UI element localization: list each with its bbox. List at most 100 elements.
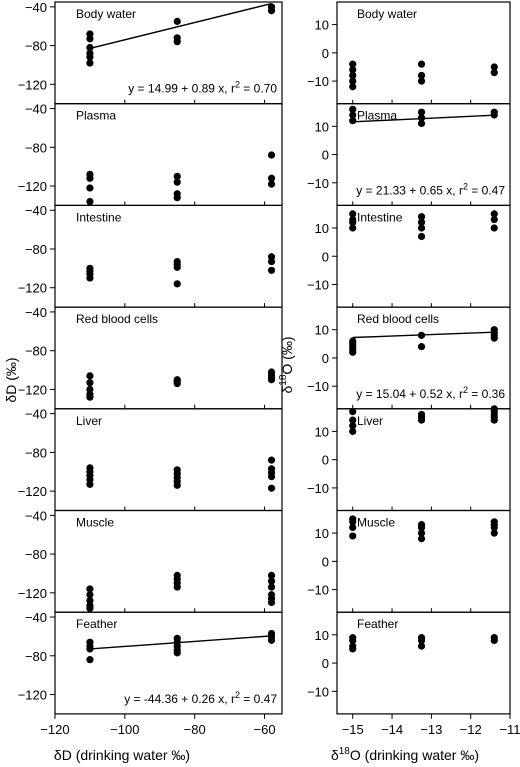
data-point: [490, 63, 498, 71]
y-tick-label: −120: [18, 688, 47, 703]
y-tick-label: 0: [322, 249, 329, 264]
y-tick-label: −80: [25, 39, 47, 54]
right-x-axis-label: δ18O (drinking water ‰): [331, 746, 479, 763]
y-tick-label: −40: [25, 407, 47, 422]
panel-liver: −40 −80 −120 Liver: [18, 407, 283, 512]
data-point: [86, 35, 94, 43]
panel-intestine: 10 0 −10 Intestine: [307, 204, 511, 308]
x-tick-label: −12: [460, 722, 482, 737]
x-tick-label: −13: [420, 722, 442, 737]
y-tick-label: −120: [18, 484, 47, 499]
panel-title: Feather: [357, 617, 398, 631]
left-column: −40 −80 −120 Body water y = 14.99 + 0.89 x, …: [18, 0, 283, 737]
data-point: [490, 224, 498, 232]
data-point: [173, 178, 181, 186]
panel-title: Muscle: [357, 516, 395, 530]
data-point: [349, 215, 357, 224]
data-point: [349, 77, 357, 85]
data-point: [490, 69, 498, 77]
data-point: [417, 634, 426, 642]
right-column: 10 0 −10 Body water 10 0 −10 Plasma y = 21.33 + …: [307, 1, 520, 737]
y-tick-label: 10: [315, 424, 329, 439]
y-tick-label: −40: [25, 508, 47, 523]
panel-red-blood-cells: 10 0 −10 Red blood cells y = 15.04 + 0.52 x,…: [307, 306, 511, 410]
data-point: [349, 416, 357, 424]
data-point: [490, 634, 498, 642]
y-tick-label: −10: [307, 278, 329, 293]
y-tick-label: 0: [322, 554, 329, 569]
data-point: [86, 174, 94, 182]
y-tick-label: −10: [307, 684, 329, 699]
data-point: [173, 481, 181, 489]
data-point: [349, 337, 357, 345]
right-y-axis-label: δ18O (‰): [278, 336, 295, 393]
panel-title: Red blood cells: [76, 312, 158, 326]
data-point: [349, 210, 357, 218]
data-point: [86, 656, 94, 664]
data-point: [490, 326, 498, 334]
y-tick-label: 0: [322, 453, 329, 468]
data-point: [349, 532, 357, 540]
panel-body-water: −40 −80 −120 Body water y = 14.99 + 0.89 x, …: [18, 0, 283, 105]
y-tick-label: 10: [315, 323, 329, 338]
data-point: [417, 232, 426, 241]
data-point: [349, 634, 357, 642]
data-point: [349, 224, 357, 232]
panel-muscle: 10 0 −10 Muscle: [307, 509, 511, 613]
data-point: [417, 521, 426, 529]
y-tick-label: −120: [18, 586, 47, 601]
data-point: [349, 111, 357, 119]
data-point: [490, 518, 498, 526]
data-point: [349, 83, 357, 91]
regression-equation: y = 21.33 + 0.65 x, r2 = 0.47: [356, 181, 505, 197]
data-point: [86, 591, 94, 599]
x-tick-label: −80: [184, 722, 206, 737]
y-tick-label: 10: [315, 119, 329, 134]
data-point: [349, 515, 357, 523]
y-tick-label: 10: [315, 526, 329, 541]
data-point: [417, 331, 426, 339]
regression-equation: y = 15.04 + 0.52 x, r2 = 0.36: [356, 385, 505, 401]
panel-body-water: 10 0 −10 Body water: [307, 1, 511, 105]
data-point: [267, 473, 276, 481]
data-point: [417, 60, 426, 68]
data-point: [86, 393, 94, 401]
data-point: [349, 105, 357, 113]
y-tick-label: −10: [307, 379, 329, 394]
panel-liver: 10 0 −10 Liver: [307, 405, 511, 512]
data-point: [417, 108, 426, 116]
data-point: [267, 456, 276, 464]
data-point: [267, 376, 276, 384]
panel-frame: [54, 611, 283, 715]
data-point: [349, 71, 357, 80]
x-tick-label: −15: [342, 722, 364, 737]
panel-muscle: −40 −80 −120 Muscle: [18, 508, 283, 613]
data-point: [417, 218, 426, 226]
data-point: [86, 43, 94, 52]
y-tick-label: 0: [322, 46, 329, 61]
y-tick-label: −10: [307, 176, 329, 191]
panel-title: Intestine: [76, 210, 122, 224]
panel-title: Body water: [357, 7, 417, 21]
y-tick-label: 10: [315, 628, 329, 643]
data-point: [86, 53, 94, 61]
x-tick-label: −11: [499, 722, 520, 737]
data-point: [173, 280, 181, 288]
data-point: [417, 77, 426, 85]
y-tick-label: −120: [18, 382, 47, 397]
panel-plasma: −40 −80 −120 Plasma: [18, 102, 283, 206]
regression-equation: y = 14.99 + 0.89 x, r2 = 0.70: [128, 80, 277, 96]
panel-title: Liver: [357, 414, 383, 428]
y-tick-label: −10: [307, 583, 329, 598]
regression-line: [89, 2, 272, 50]
panel-title: Intestine: [357, 210, 403, 224]
panel-feather: 10 0 −10 Feather: [307, 611, 511, 719]
panel-title: Muscle: [76, 516, 114, 530]
data-point: [86, 197, 94, 206]
y-tick-label: −80: [25, 344, 47, 359]
y-tick-label: 0: [322, 351, 329, 366]
data-point: [417, 535, 426, 543]
data-point: [86, 372, 94, 380]
data-point: [267, 583, 276, 591]
data-point: [417, 410, 426, 419]
